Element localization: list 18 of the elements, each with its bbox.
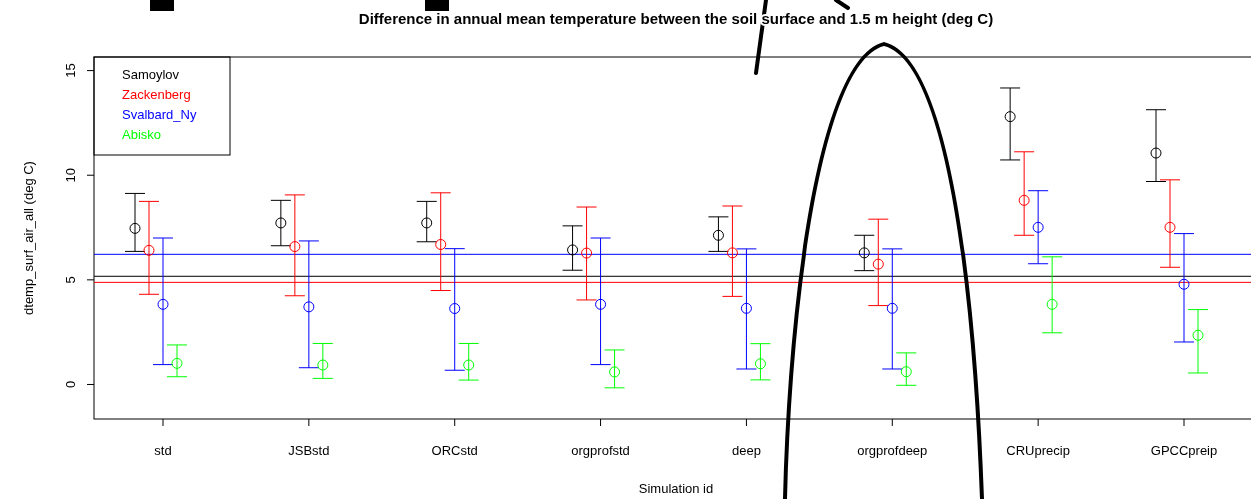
text: Zackenberg	[122, 87, 191, 102]
x-tick-label: orgprofdeep	[857, 443, 928, 458]
x-tick-label: deep	[731, 443, 761, 458]
x-tick-label: std	[154, 443, 172, 458]
y-tick-label: 5	[62, 276, 78, 284]
y-axis-title: dtemp_surf_air_all (deg C)	[21, 161, 36, 315]
x-axis-title: Simulation id	[638, 481, 714, 496]
x-tick-label: orgprofstd	[571, 443, 630, 458]
y-tick-label: 10	[62, 167, 78, 183]
text: Abisko	[122, 127, 162, 142]
x-tick-label: GPCCpreip	[1150, 443, 1218, 458]
y-tick-label: 15	[62, 63, 78, 78]
text: Svalbard_Ny	[122, 107, 197, 122]
text: Samoylov	[122, 67, 180, 82]
y-tick-label: 0	[62, 380, 78, 389]
x-tick-label: CRUprecip	[1006, 443, 1070, 458]
x-tick-label: ORCstd	[431, 443, 478, 458]
x-tick-label: JSBstd	[288, 443, 330, 458]
